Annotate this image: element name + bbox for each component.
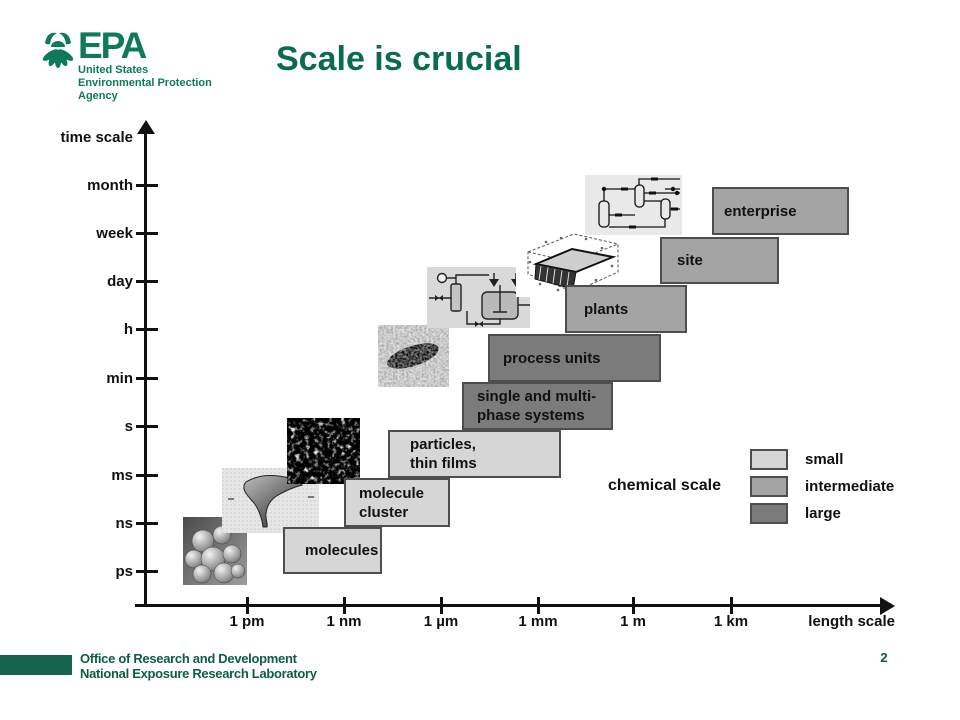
x-tick-label: 1 mm — [518, 613, 558, 630]
page-number: 2 — [880, 650, 888, 665]
scale-box-plants: plants — [565, 285, 687, 333]
y-tickmark — [136, 184, 158, 187]
scale-box-label: enterprise — [724, 202, 797, 220]
time-axis-title: time scale — [60, 129, 133, 146]
y-tickmark — [136, 570, 158, 573]
y-tickmark — [136, 328, 158, 331]
scale-box-label: site — [677, 252, 703, 269]
legend-label-large: large — [805, 505, 841, 522]
scale-box-site: site — [660, 237, 779, 284]
reactor-flowsheet-diagram — [427, 267, 530, 328]
scale-box-label: molecule cluster — [359, 484, 425, 521]
footer-line-1: Office of Research and Development — [80, 651, 297, 666]
y-tick-label: ns — [115, 515, 133, 532]
length-axis-line — [135, 604, 883, 607]
x-tickmark — [246, 597, 249, 614]
footer-line-2: National Exposure Research Laboratory — [80, 666, 317, 681]
scale-box-molecule-cluster: molecule cluster — [344, 478, 450, 527]
molecular-packing-micrograph — [287, 418, 360, 484]
y-tick-label: ms — [111, 467, 133, 484]
legend-title: chemical scale — [608, 477, 721, 494]
time-axis-arrow-icon — [137, 120, 155, 134]
tagline-line: Agency — [78, 90, 118, 102]
epa-logo: EPA United States Environmental Protecti… — [38, 25, 212, 103]
y-tickmark — [136, 522, 158, 525]
epa-flower-icon — [38, 28, 78, 68]
scale-box-single-multi-phase: single and multi- phase systems — [462, 382, 613, 430]
scale-box-label: process units — [503, 349, 601, 367]
x-tick-label: 1 m — [620, 613, 646, 630]
legend-swatch-intermediate — [750, 476, 788, 497]
y-tick-label: day — [107, 273, 133, 290]
tagline-line: Environmental Protection — [78, 77, 212, 89]
x-tick-label: 1 µm — [423, 613, 459, 630]
y-tick-label: month — [87, 177, 133, 194]
y-tickmark — [136, 425, 158, 428]
y-tick-label: min — [106, 370, 133, 387]
legend-label-small: small — [805, 451, 844, 468]
page-title: Scale is crucial — [276, 40, 522, 78]
nanorod-micrograph — [378, 325, 449, 387]
y-tick-label: week — [96, 225, 133, 242]
x-tick-label: 1 nm — [326, 613, 362, 630]
process-flow-diagram — [585, 175, 682, 235]
scale-box-label: plants — [584, 300, 629, 318]
x-tickmark — [343, 597, 346, 614]
x-tickmark — [440, 597, 443, 614]
x-tick-label: 1 pm — [229, 613, 265, 630]
legend-swatch-large — [750, 503, 788, 524]
legend-label-intermediate: intermediate — [805, 478, 895, 495]
scale-box-label: single and multi- phase systems — [477, 388, 597, 424]
epa-wordmark: EPA — [78, 25, 147, 66]
y-tickmark — [136, 232, 158, 235]
length-axis-title: length scale — [808, 613, 895, 630]
scale-box-label: molecules — [305, 542, 379, 559]
scale-box-label: particles, thin films — [410, 436, 477, 472]
tagline-line: United States — [78, 64, 149, 76]
y-tickmark — [136, 280, 158, 283]
y-tick-label: h — [123, 321, 133, 338]
footer-green-bar — [0, 655, 72, 675]
scale-box-enterprise: enterprise — [712, 187, 849, 235]
time-axis-line — [144, 130, 147, 606]
scale-box-process-units: process units — [488, 334, 661, 382]
x-tick-label: 1 km — [713, 613, 749, 630]
y-tickmark — [136, 474, 158, 477]
legend-swatch-small — [750, 449, 788, 470]
length-axis-arrow-icon — [880, 597, 895, 615]
y-tick-label: s — [124, 418, 133, 435]
x-tickmark — [632, 597, 635, 614]
scale-box-particles-thin-films: particles, thin films — [388, 430, 561, 478]
footer-text: Office of Research and Development Natio… — [80, 651, 317, 681]
y-tick-label: ps — [115, 563, 133, 580]
x-tickmark — [537, 597, 540, 614]
x-tickmark — [730, 597, 733, 614]
scale-box-molecules: molecules — [283, 527, 382, 574]
epa-tagline: United States Environmental Protection A… — [78, 64, 212, 103]
y-tickmark — [136, 377, 158, 380]
